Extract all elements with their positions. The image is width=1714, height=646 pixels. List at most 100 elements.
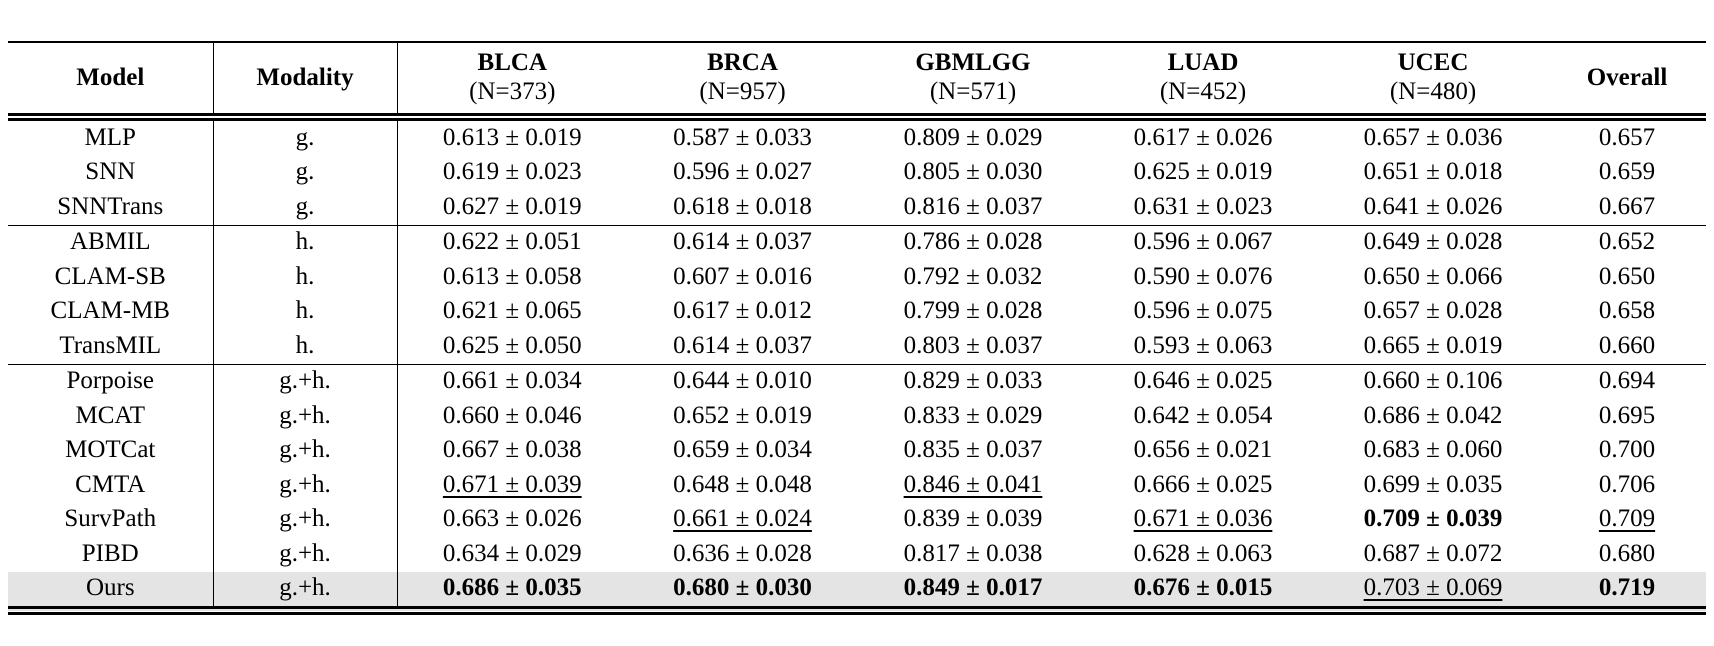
metric-cell: 0.809 ± 0.029 [858, 117, 1088, 156]
model-cell: CLAM-SB [8, 260, 214, 295]
metric-cell: 0.699 ± 0.035 [1318, 468, 1548, 503]
table-row: MCAT g.+h. 0.660 ± 0.046 0.652 ± 0.019 0.833… [8, 399, 1706, 434]
metric-cell: 0.849 ± 0.017 [858, 571, 1088, 611]
metric-value: 0.686 ± 0.035 [442, 574, 582, 602]
modality-cell: g.+h. [213, 502, 398, 537]
metric-cell: 0.657 [1548, 117, 1706, 156]
metric-cell: 0.617 ± 0.026 [1088, 117, 1318, 156]
modality-cell: h. [213, 294, 398, 329]
metric-cell: 0.650 ± 0.066 [1318, 260, 1548, 295]
metric-cell: 0.642 ± 0.054 [1088, 399, 1318, 434]
column-subtitle: (N=452) [1159, 78, 1247, 105]
modality-cell: g. [213, 155, 398, 190]
table-header: Model Modality BLCA (N=373) BRCA (N=957) GBMLG… [8, 42, 1706, 117]
metric-cell: 0.680 [1548, 537, 1706, 572]
metric-value: 0.625 ± 0.050 [442, 331, 582, 359]
metric-cell: 0.652 ± 0.019 [627, 399, 858, 434]
metric-cell: 0.661 ± 0.024 [627, 503, 858, 538]
column-subtitle: (N=373) [469, 78, 556, 105]
table-row: SNN g. 0.619 ± 0.023 0.596 ± 0.027 0.805 ± 0… [8, 155, 1706, 191]
metric-cell: 0.613 ± 0.058 [397, 260, 627, 295]
column-name: BLCA [477, 49, 547, 77]
column-header: Modality [213, 42, 398, 117]
modality-cell: h. [213, 329, 398, 364]
metric-value: 0.659 ± 0.034 [673, 436, 812, 464]
table-row: SurvPath g.+h. 0.663 ± 0.026 0.661 ± 0.024 0… [8, 502, 1706, 538]
metric-cell: 0.596 ± 0.075 [1088, 295, 1318, 330]
metric-value: 0.617 ± 0.026 [1133, 123, 1273, 151]
metric-value: 0.846 ± 0.041 [903, 470, 1043, 498]
metric-cell: 0.703 ± 0.069 [1318, 571, 1548, 611]
metric-cell: 0.686 ± 0.035 [397, 571, 627, 611]
metric-value: 0.628 ± 0.063 [1133, 539, 1273, 567]
model-cell: Porpoise [8, 364, 214, 399]
metric-cell: 0.829 ± 0.033 [858, 364, 1088, 399]
model-cell: TransMIL [8, 329, 214, 364]
column-subtitle: (N=571) [929, 78, 1017, 105]
model-cell: CMTA [8, 468, 214, 503]
metric-value: 0.683 ± 0.060 [1363, 436, 1503, 464]
metric-value: 0.607 ± 0.016 [673, 262, 812, 290]
metric-value: 0.661 ± 0.034 [442, 367, 582, 395]
column-name: GBMLGG [915, 49, 1031, 77]
modality-cell: h. [213, 225, 398, 260]
metric-value: 0.709 ± 0.039 [1363, 505, 1503, 533]
header-row: Model Modality BLCA (N=373) BRCA (N=957) GBMLG… [8, 42, 1706, 117]
metric-cell: 0.706 [1548, 468, 1706, 503]
metric-value: 0.663 ± 0.026 [442, 505, 582, 533]
metric-value: 0.657 ± 0.036 [1363, 123, 1503, 151]
metric-cell: 0.631 ± 0.023 [1088, 190, 1318, 225]
metric-value: 0.676 ± 0.015 [1133, 574, 1273, 602]
metric-cell: 0.659 [1548, 156, 1706, 191]
metric-value: 0.706 [1598, 470, 1656, 498]
table-row: MOTCat g.+h. 0.667 ± 0.038 0.659 ± 0.034 0.8… [8, 433, 1706, 469]
metric-value: 0.835 ± 0.037 [903, 436, 1043, 464]
metric-cell: 0.680 ± 0.030 [627, 571, 858, 611]
metric-value: 0.671 ± 0.036 [1133, 505, 1273, 533]
metric-cell: 0.839 ± 0.039 [858, 503, 1088, 538]
metric-cell: 0.786 ± 0.028 [858, 225, 1088, 260]
model-cell: MLP [8, 117, 214, 156]
table-row: Porpoise g.+h. 0.661 ± 0.034 0.644 ± 0.010 0… [8, 364, 1706, 399]
metric-cell: 0.618 ± 0.018 [627, 190, 858, 225]
metric-value: 0.809 ± 0.029 [903, 123, 1043, 151]
table-row: ABMIL h. 0.622 ± 0.051 0.614 ± 0.037 0.786 ±… [8, 225, 1706, 260]
metric-value: 0.651 ± 0.018 [1363, 158, 1503, 186]
metric-value: 0.621 ± 0.065 [442, 297, 582, 325]
table-body: MLP g. 0.613 ± 0.019 0.587 ± 0.033 0.809 ± 0… [8, 117, 1706, 611]
column-header: UCEC (N=480) [1318, 42, 1548, 117]
column-name: BRCA [707, 49, 778, 77]
metric-value: 0.817 ± 0.038 [903, 539, 1043, 567]
metric-cell: 0.660 [1548, 329, 1706, 364]
metric-value: 0.617 ± 0.012 [673, 297, 812, 325]
metric-cell: 0.607 ± 0.016 [627, 260, 858, 295]
metric-value: 0.792 ± 0.032 [903, 262, 1043, 290]
metric-value: 0.634 ± 0.029 [442, 539, 582, 567]
table-row: PIBD g.+h. 0.634 ± 0.029 0.636 ± 0.028 0.817… [8, 537, 1706, 572]
metric-cell: 0.587 ± 0.033 [627, 117, 858, 156]
column-name: Modality [256, 63, 354, 91]
metric-value: 0.657 ± 0.028 [1363, 297, 1503, 325]
metric-cell: 0.671 ± 0.036 [1088, 503, 1318, 538]
metric-value: 0.656 ± 0.021 [1133, 436, 1273, 464]
metric-value: 0.596 ± 0.067 [1133, 228, 1273, 256]
metric-cell: 0.709 [1548, 503, 1706, 538]
metric-value: 0.650 [1598, 262, 1656, 290]
metric-value: 0.803 ± 0.037 [903, 331, 1043, 359]
metric-cell: 0.619 ± 0.023 [397, 156, 627, 191]
metric-cell: 0.652 [1548, 225, 1706, 260]
metric-cell: 0.709 ± 0.039 [1318, 503, 1548, 538]
metric-cell: 0.634 ± 0.029 [397, 537, 627, 572]
metric-cell: 0.649 ± 0.028 [1318, 225, 1548, 260]
metric-cell: 0.667 ± 0.038 [397, 434, 627, 469]
metric-cell: 0.644 ± 0.010 [627, 364, 858, 399]
metric-cell: 0.614 ± 0.037 [627, 329, 858, 364]
metric-cell: 0.817 ± 0.038 [858, 537, 1088, 572]
metric-value: 0.661 ± 0.024 [673, 505, 812, 533]
metric-cell: 0.613 ± 0.019 [397, 117, 627, 156]
metric-cell: 0.686 ± 0.042 [1318, 399, 1548, 434]
model-cell: ABMIL [8, 225, 214, 260]
modality-cell: g.+h. [213, 433, 398, 468]
metric-value: 0.799 ± 0.028 [903, 297, 1043, 325]
column-header: Overall [1548, 42, 1706, 117]
